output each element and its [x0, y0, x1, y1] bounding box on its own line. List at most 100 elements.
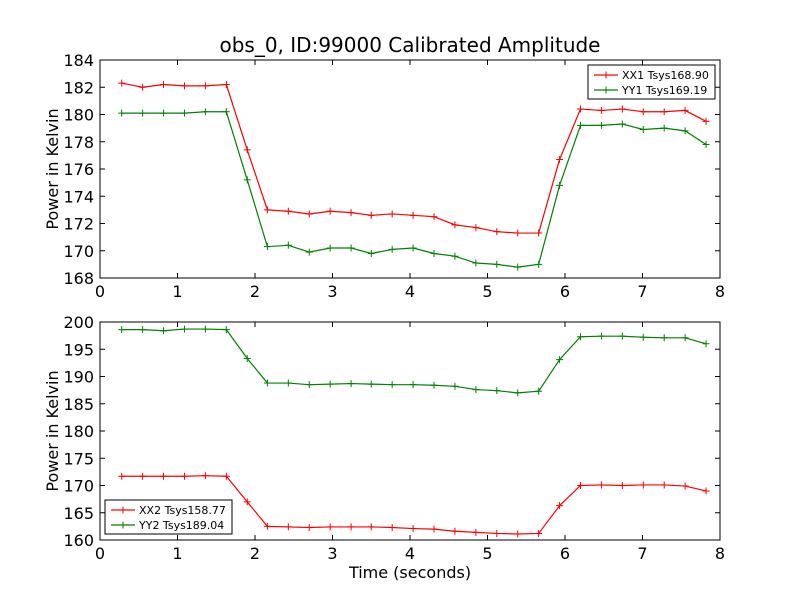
y-tick-label: 168: [63, 269, 94, 288]
data-point: [326, 207, 334, 215]
data-point: [180, 325, 188, 333]
y-tick-label: 184: [63, 51, 94, 70]
legend-marker: [602, 71, 610, 79]
data-point: [201, 82, 209, 90]
x-tick-label: 0: [95, 282, 105, 301]
data-point: [472, 259, 480, 267]
y-tick-label: 195: [63, 340, 94, 359]
data-point: [222, 108, 230, 116]
data-point: [243, 146, 251, 154]
data-point: [430, 213, 438, 221]
data-point: [263, 379, 271, 387]
data-point: [160, 81, 168, 89]
series-2: [118, 108, 710, 271]
data-point: [347, 244, 355, 252]
x-tick-label: 5: [482, 282, 492, 301]
y-tick-label: 176: [63, 160, 94, 179]
data-point: [180, 82, 188, 90]
data-point: [451, 382, 459, 390]
data-point: [160, 472, 168, 480]
x-tick-label: 2: [250, 282, 260, 301]
data-point: [326, 380, 334, 388]
data-point: [284, 241, 292, 249]
legend-label: YY2 Tsys189.04: [138, 519, 224, 532]
y-tick-label: 174: [63, 187, 94, 206]
x-tick-label: 3: [327, 282, 337, 301]
data-point: [388, 381, 396, 389]
data-point: [493, 260, 501, 268]
data-point: [535, 260, 543, 268]
data-point: [284, 379, 292, 387]
data-point: [660, 124, 668, 132]
data-point: [388, 245, 396, 253]
y-tick-label: 200: [63, 313, 94, 332]
data-point: [367, 380, 375, 388]
data-point: [263, 243, 271, 251]
data-point: [702, 487, 710, 495]
data-point: [326, 244, 334, 252]
data-point: [139, 472, 147, 480]
data-point: [305, 523, 313, 531]
data-point: [347, 209, 355, 217]
data-point: [201, 325, 209, 333]
legend-marker: [119, 506, 127, 514]
data-point: [493, 228, 501, 236]
data-point: [639, 125, 647, 133]
x-tick-label: 4: [405, 544, 415, 563]
y-tick-label: 172: [63, 215, 94, 234]
data-point: [514, 389, 522, 397]
data-point: [118, 326, 126, 334]
x-tick-label: 8: [715, 282, 725, 301]
data-point: [597, 332, 605, 340]
legend-label: YY1 Tsys169.19: [621, 84, 707, 97]
data-point: [326, 523, 334, 531]
x-tick-label: 0: [95, 544, 105, 563]
data-point: [556, 502, 564, 510]
data-point: [577, 121, 584, 129]
data-point: [243, 355, 251, 363]
data-point: [639, 333, 647, 341]
data-point: [284, 523, 292, 531]
data-point: [597, 106, 605, 114]
data-point: [409, 381, 417, 389]
x-tick-label: 3: [327, 544, 337, 563]
y-tick-label: 160: [63, 531, 94, 550]
data-point: [514, 263, 522, 271]
data-point: [681, 127, 689, 135]
data-point: [284, 207, 292, 215]
data-point: [702, 140, 710, 148]
data-point: [367, 211, 375, 219]
data-point: [367, 249, 375, 257]
y-tick-label: 170: [63, 242, 94, 261]
data-point: [618, 120, 626, 128]
data-point: [451, 252, 459, 260]
series-2: [118, 325, 710, 397]
data-point: [409, 244, 417, 252]
data-point: [347, 380, 355, 388]
data-point: [367, 523, 375, 531]
x-tick-label: 6: [560, 282, 570, 301]
data-point: [139, 109, 147, 117]
y-tick-label: 185: [63, 395, 94, 414]
data-point: [556, 155, 564, 163]
data-point: [660, 334, 668, 342]
data-point: [472, 528, 480, 536]
data-point: [472, 224, 480, 232]
data-point: [118, 472, 126, 480]
y-tick-label: 170: [63, 477, 94, 496]
data-point: [388, 210, 396, 218]
data-point: [430, 525, 438, 533]
x-tick-label: 7: [637, 544, 647, 563]
legend-label: XX2 Tsys158.77: [139, 504, 226, 517]
legend-box: [587, 64, 716, 100]
data-point: [263, 522, 271, 530]
data-point: [618, 482, 626, 489]
data-point: [222, 81, 230, 89]
data-point: [660, 481, 668, 489]
x-tick-label: 1: [172, 282, 182, 301]
data-point: [639, 481, 647, 489]
data-point: [681, 334, 689, 342]
y-tick-label: 190: [63, 368, 94, 387]
top-plot: 0 1 2 3 4 5 6 7 8 168 170 172 174 176 178 180 182 184 XX1 …: [63, 51, 725, 301]
